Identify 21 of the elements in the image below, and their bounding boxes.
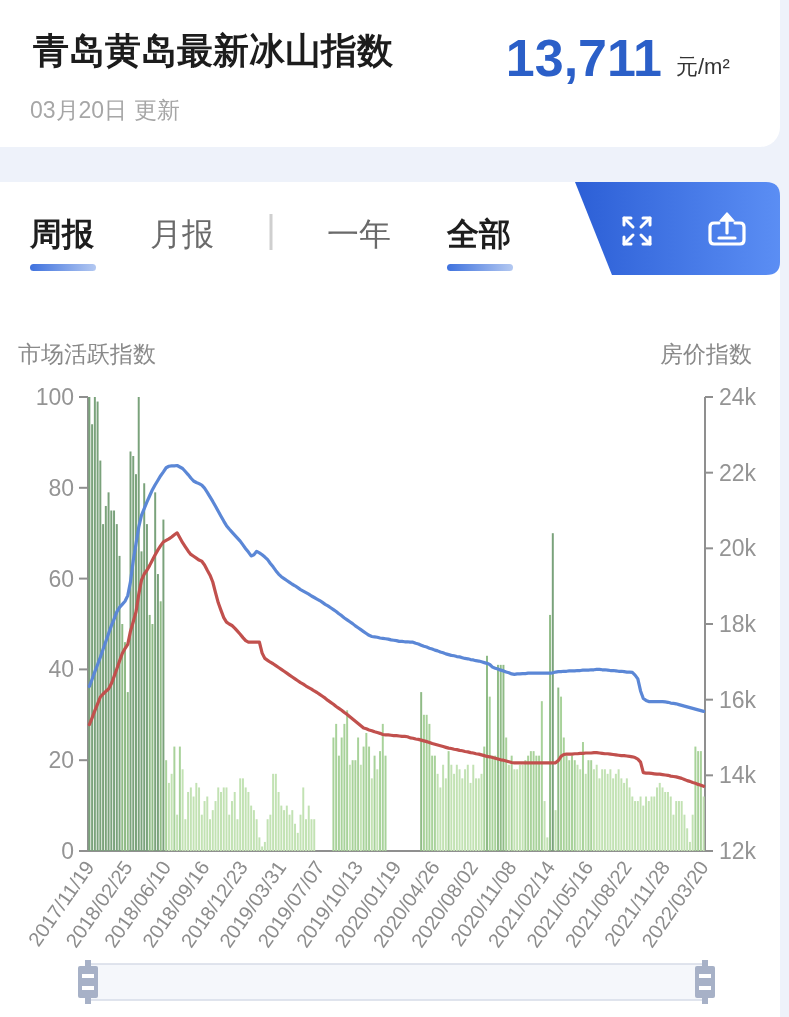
chart-title: 青岛黄岛最新冰山指数: [32, 30, 394, 71]
y-tick-label: 80: [48, 474, 74, 501]
text: 元/m²: [676, 54, 730, 79]
y-axis-title: 市场活跃指数: [18, 341, 156, 367]
y2-tick-label: 12k: [719, 838, 757, 865]
y2-tick-label: 22k: [719, 459, 757, 486]
y2-tick-label: 16k: [719, 686, 757, 713]
y2-tick-label: 14k: [719, 762, 757, 789]
chart-subtitle: 03月20日 更新: [30, 97, 180, 123]
y2-tick-label: 24k: [719, 384, 757, 411]
text: 13,711: [505, 29, 662, 87]
y2-tick-label: 18k: [719, 611, 757, 638]
line-series: [87, 463, 706, 713]
y-tick-label: 20: [48, 747, 74, 774]
y-tick-label: 60: [48, 565, 74, 592]
y-tick-label: 100: [35, 384, 74, 411]
y-tick-label: 40: [48, 656, 74, 683]
y2-axis-title: 房价指数: [660, 341, 752, 367]
line-series: [87, 531, 706, 788]
y2-tick-label: 20k: [719, 535, 757, 562]
y-tick-label: 0: [61, 838, 74, 865]
